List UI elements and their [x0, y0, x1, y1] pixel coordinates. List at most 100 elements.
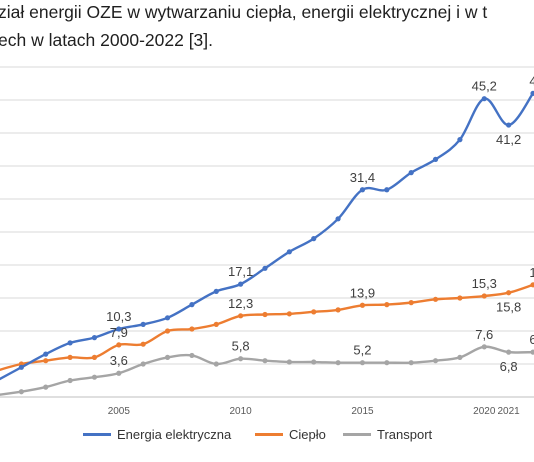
data-label-transport: 6,8 [500, 359, 518, 374]
data-label-energia-elektryczna: 4 [529, 73, 534, 88]
series-line-transport [0, 345, 534, 396]
data-point-cieplo [213, 321, 219, 327]
data-point-transport [18, 389, 24, 395]
data-point-cieplo [140, 341, 146, 347]
data-point-transport [262, 358, 268, 364]
data-point-cieplo [408, 300, 414, 306]
x-tick-label: 2005 [108, 406, 131, 417]
data-point-cieplo [262, 311, 268, 318]
data-point-cieplo [359, 302, 366, 308]
x-tick-label: 2015 [351, 406, 374, 417]
data-point-energia-elektryczna [311, 236, 317, 242]
data-point-transport [457, 354, 463, 360]
data-point-cieplo [67, 354, 73, 360]
legend-label-transport: Transport [377, 427, 433, 442]
chart-title-line-1: ział energii OZE w wytwarzaniu ciepła, e… [0, 2, 488, 22]
data-label-cieplo: 15,8 [496, 300, 521, 315]
data-point-energia-elektryczna [18, 364, 24, 370]
data-point-cieplo [335, 307, 341, 313]
chart-legend: Energia elektryczna Ciepło Transport [0, 427, 534, 447]
data-point-energia-elektryczna [335, 216, 341, 222]
data-point-energia-elektryczna [213, 288, 219, 294]
data-point-energia-elektryczna [359, 187, 366, 193]
data-point-cieplo [384, 302, 390, 308]
data-label-transport: 5,2 [353, 343, 371, 358]
data-point-transport [238, 356, 244, 362]
legend-item-cieplo: Ciepło [255, 427, 326, 442]
data-point-transport [359, 360, 366, 366]
data-point-energia-elektryczna [286, 249, 292, 255]
data-label-cieplo: 12,3 [228, 296, 253, 311]
data-point-cieplo [164, 328, 171, 334]
data-point-energia-elektryczna [67, 340, 73, 346]
data-point-energia-elektryczna [506, 122, 512, 128]
data-point-transport [311, 359, 317, 365]
data-point-energia-elektryczna [457, 137, 463, 143]
data-point-energia-elektryczna [164, 315, 171, 321]
data-label-transport: 5,8 [232, 339, 250, 354]
data-point-transport [408, 360, 414, 366]
data-point-transport [481, 344, 487, 350]
data-point-transport [91, 374, 98, 380]
data-point-transport [189, 352, 195, 359]
legend-swatch-transport [343, 433, 371, 436]
data-label-transport: 3,6 [110, 353, 128, 368]
x-tick-label: 2010 [230, 406, 253, 417]
data-point-energia-elektryczna [140, 321, 146, 327]
legend-item-transport: Transport [343, 427, 432, 442]
data-point-cieplo [481, 293, 487, 299]
legend-swatch-energia-elektryczna [83, 433, 111, 436]
data-point-energia-elektryczna [432, 156, 439, 162]
data-point-transport [286, 359, 292, 365]
data-label-energia-elektryczna: 41,2 [496, 132, 521, 147]
legend-label-cieplo: Ciepło [289, 427, 326, 442]
data-point-energia-elektryczna [189, 302, 195, 308]
data-label-energia-elektryczna: 31,4 [350, 170, 375, 185]
data-point-energia-elektryczna [238, 281, 244, 287]
data-point-transport [164, 354, 171, 360]
data-point-cieplo [530, 282, 534, 288]
data-point-transport [43, 384, 49, 390]
data-label-cieplo: 13,9 [350, 285, 375, 300]
data-point-cieplo [457, 295, 463, 301]
data-point-transport [213, 361, 219, 367]
data-point-energia-elektryczna [408, 170, 414, 176]
data-point-cieplo [311, 309, 317, 315]
legend-swatch-cieplo [255, 433, 283, 436]
legend-item-energia-elektryczna: Energia elektryczna [83, 427, 231, 442]
data-point-transport [140, 361, 146, 367]
data-point-cieplo [189, 326, 195, 332]
series-line-energia-elektryczna [0, 92, 534, 381]
data-point-energia-elektryczna [43, 351, 49, 357]
data-point-energia-elektryczna [530, 90, 534, 96]
data-point-energia-elektryczna [116, 326, 122, 332]
data-point-cieplo [432, 296, 439, 302]
data-label-cieplo: 7,9 [110, 325, 128, 340]
data-label-cieplo: 15,3 [472, 276, 497, 291]
chart-title-line-2: ech w latach 2000-2022 [3]. [0, 30, 214, 50]
data-point-transport [335, 360, 341, 366]
data-label-cieplo: 1 [529, 265, 534, 280]
data-label-energia-elektryczna: 45,2 [472, 79, 497, 94]
data-point-transport [506, 349, 512, 355]
data-point-transport [116, 370, 122, 376]
data-label-energia-elektryczna: 10,3 [106, 309, 131, 324]
data-point-transport [530, 349, 534, 355]
data-label-transport: 7,6 [475, 327, 493, 342]
data-point-transport [432, 358, 439, 364]
data-point-transport [384, 360, 390, 366]
data-point-energia-elektryczna [481, 96, 487, 102]
x-tick-label: 2021 [498, 406, 521, 417]
data-point-cieplo [116, 342, 122, 348]
data-point-transport [67, 377, 73, 384]
data-point-energia-elektryczna [91, 335, 98, 341]
data-point-energia-elektryczna [262, 265, 268, 271]
x-tick-label: 2020 [473, 406, 496, 417]
data-point-cieplo [91, 354, 98, 360]
data-point-cieplo [238, 313, 244, 319]
data-point-cieplo [286, 311, 292, 317]
data-point-cieplo [43, 358, 49, 364]
data-point-energia-elektryczna [384, 187, 390, 193]
data-label-energia-elektryczna: 17,1 [228, 264, 253, 279]
